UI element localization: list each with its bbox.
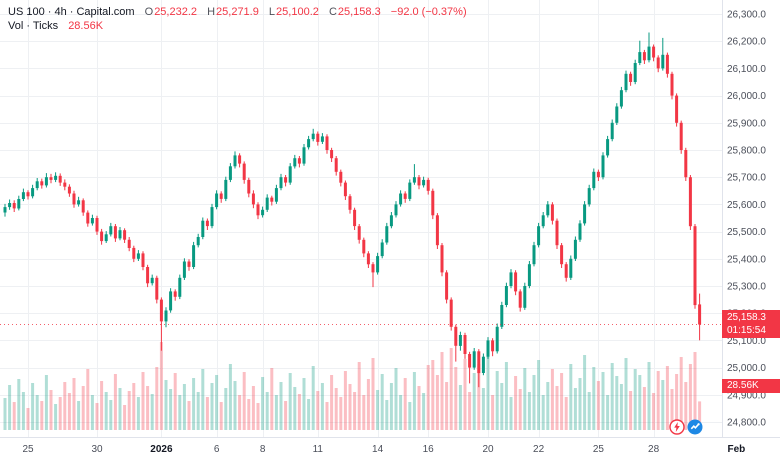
svg-text:25,300.0: 25,300.0 (727, 282, 766, 293)
volume-study-value: 28.56K (68, 20, 104, 32)
ohlc-high: H25,271.9 (207, 6, 259, 18)
svg-text:25,400.0: 25,400.0 (727, 254, 766, 265)
symbol-title[interactable]: US 100 · 4h · Capital.com (8, 6, 135, 18)
svg-text:25,700.0: 25,700.0 (727, 173, 766, 184)
svg-text:28: 28 (648, 444, 660, 455)
svg-text:25,100.0: 25,100.0 (727, 336, 766, 347)
change-value: −92.0 (−0.37%) (390, 6, 467, 18)
time-axis-labels[interactable]: 25 30 2026 6 8 11 14 16 20 22 25 28 Feb (22, 444, 745, 455)
ohlc-open: O25,232.2 (145, 6, 197, 18)
svg-text:20: 20 (482, 444, 494, 455)
broker-logo-icon[interactable] (687, 419, 703, 435)
volume-bars (3, 342, 702, 430)
svg-text:25,500.0: 25,500.0 (727, 227, 766, 238)
low-value: 25,100.2 (276, 6, 319, 18)
last-price: 25,158.3 (727, 312, 766, 324)
svg-text:16: 16 (423, 444, 435, 455)
volume-axis-value: 28.56K (727, 380, 759, 392)
svg-text:11: 11 (313, 444, 324, 455)
svg-text:14: 14 (372, 444, 384, 455)
svg-text:26,000.0: 26,000.0 (727, 91, 766, 102)
high-label: H (207, 6, 216, 18)
svg-text:25: 25 (22, 444, 34, 455)
axis-borders (0, 0, 780, 438)
bar-countdown: 01:15:54 (727, 325, 766, 337)
low-label: L (268, 6, 276, 18)
svg-text:26,200.0: 26,200.0 (727, 37, 766, 48)
last-price-badge: 25,158.3 01:15:54 (722, 310, 780, 339)
svg-text:25: 25 (593, 444, 605, 455)
svg-text:24,800.0: 24,800.0 (727, 418, 766, 429)
volume-study-label[interactable]: Vol · Ticks (8, 20, 59, 32)
lightning-icon[interactable] (669, 419, 685, 435)
svg-text:6: 6 (214, 444, 220, 455)
price-axis-labels[interactable]: 26,300.0 26,200.0 26,100.0 26,000.0 25,900.0… (727, 10, 766, 429)
ohlc-close: C25,158.3 (329, 6, 381, 18)
svg-text:8: 8 (260, 444, 266, 455)
chart-legend: US 100 · 4h · Capital.com O25,232.2 H25,… (8, 5, 467, 33)
close-label: C (328, 6, 337, 18)
svg-text:2026: 2026 (150, 444, 173, 455)
svg-text:26,100.0: 26,100.0 (727, 64, 766, 75)
svg-text:25,000.0: 25,000.0 (727, 363, 766, 374)
candles (3, 32, 702, 388)
svg-text:30: 30 (91, 444, 103, 455)
open-value: 25,232.2 (154, 6, 198, 18)
svg-text:25,600.0: 25,600.0 (727, 200, 766, 211)
corner-icons (669, 419, 703, 435)
ohlc-low: L25,100.2 (269, 6, 319, 18)
svg-text:22: 22 (533, 444, 545, 455)
svg-text:24,900.0: 24,900.0 (727, 390, 766, 401)
svg-text:26,300.0: 26,300.0 (727, 10, 766, 21)
close-value: 25,158.3 (337, 6, 381, 18)
open-label: O (144, 6, 154, 18)
svg-text:25,900.0: 25,900.0 (727, 118, 766, 129)
high-value: 25,271.9 (216, 6, 259, 18)
svg-text:25,800.0: 25,800.0 (727, 146, 766, 157)
volume-axis-badge: 28.56K (722, 379, 780, 394)
svg-text:Feb: Feb (728, 444, 746, 455)
